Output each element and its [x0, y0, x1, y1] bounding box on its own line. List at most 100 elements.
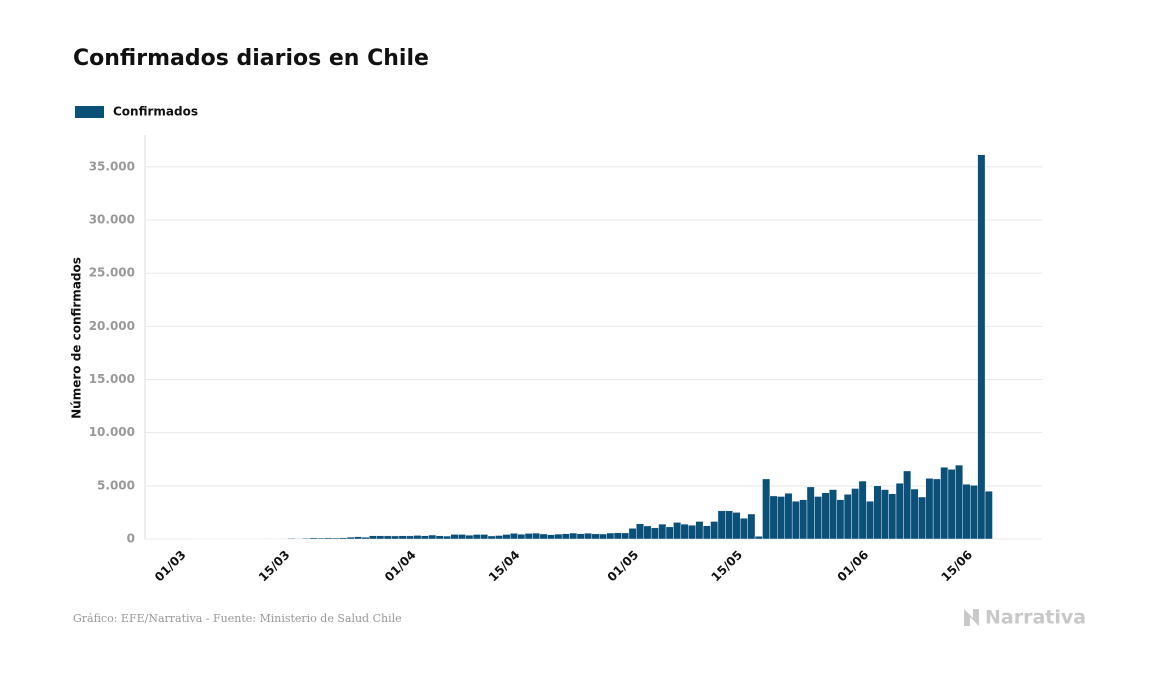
- bar: [814, 496, 823, 540]
- bar: [576, 533, 585, 540]
- bar: [591, 533, 600, 540]
- bar: [487, 535, 496, 540]
- bar: [918, 496, 926, 540]
- bar: [799, 499, 808, 540]
- y-tick-label: 25.000: [89, 266, 135, 280]
- bar: [317, 537, 325, 540]
- bar: [791, 501, 800, 540]
- y-tick-label: 0: [127, 532, 135, 546]
- bar: [858, 480, 867, 540]
- bar: [680, 523, 689, 540]
- bar: [524, 533, 533, 540]
- bar: [517, 534, 526, 540]
- bar: [554, 533, 563, 540]
- brand: Narrativa: [985, 607, 1086, 629]
- bar: [539, 533, 548, 540]
- bar: [621, 532, 630, 540]
- bar: [613, 532, 622, 540]
- bar: [450, 534, 459, 540]
- bar: [443, 535, 452, 540]
- bar: [880, 489, 889, 540]
- bar: [673, 522, 682, 540]
- bar: [532, 532, 541, 540]
- x-tick-label: 01/04: [382, 548, 419, 585]
- bar: [725, 510, 733, 540]
- bar: [762, 478, 771, 540]
- brand-logo: [964, 609, 979, 626]
- bar: [398, 535, 407, 540]
- bar: [821, 492, 830, 540]
- bar: [984, 490, 993, 540]
- y-tick-label: 35.000: [89, 159, 135, 173]
- bar: [836, 499, 845, 540]
- bar: [702, 525, 711, 540]
- bar: [547, 534, 555, 540]
- bar: [324, 537, 333, 540]
- bar: [369, 535, 377, 540]
- bar: [740, 518, 748, 540]
- bar: [665, 526, 674, 540]
- bar: [331, 537, 340, 540]
- y-axis-label: Número de confirmados: [70, 257, 84, 419]
- x-tick-label: 15/06: [939, 548, 976, 585]
- bar: [584, 532, 593, 540]
- bar: [658, 523, 667, 540]
- bar: [509, 533, 518, 540]
- y-tick-label: 15.000: [89, 372, 135, 386]
- bar: [962, 484, 971, 540]
- bar: [910, 488, 919, 540]
- bar: [955, 464, 964, 540]
- bar: [650, 527, 659, 540]
- bar: [940, 467, 949, 540]
- source: Gráfico: EFE/Narrativa - Fuente: Ministe…: [73, 612, 402, 625]
- bar: [895, 482, 904, 540]
- bar: [970, 485, 978, 540]
- bar: [606, 532, 615, 540]
- bar: [502, 534, 511, 540]
- bar: [717, 510, 726, 540]
- bar: [472, 534, 481, 540]
- x-tick-label: 15/03: [256, 548, 293, 585]
- y-tick-label: 5.000: [97, 478, 135, 492]
- x-tick-label: 15/04: [486, 548, 523, 585]
- bar: [769, 495, 778, 540]
- bar: [829, 489, 837, 540]
- legend-swatch: [75, 106, 104, 118]
- bar: [458, 534, 466, 540]
- bar: [391, 535, 400, 540]
- x-tick-label: 01/05: [605, 548, 642, 585]
- bar: [339, 537, 348, 540]
- bar: [413, 535, 422, 540]
- bar: [732, 512, 741, 540]
- x-tick-label: 15/05: [708, 548, 745, 585]
- y-tick-label: 30.000: [89, 213, 135, 227]
- bar: [354, 536, 362, 540]
- bar: [628, 528, 637, 540]
- bar: [925, 478, 934, 540]
- bar: [710, 521, 719, 540]
- chart-title: Confirmados diarios en Chile: [73, 46, 429, 71]
- bar: [903, 470, 912, 540]
- bar: [643, 525, 652, 540]
- x-tick-label: 01/03: [152, 548, 189, 585]
- bar: [851, 488, 860, 540]
- bar: [495, 535, 503, 540]
- bar: [947, 469, 956, 540]
- bar: [287, 538, 296, 540]
- bar: [346, 536, 355, 540]
- bar: [302, 538, 311, 540]
- bar: [465, 534, 474, 540]
- bar: [806, 486, 815, 540]
- bar: [636, 523, 644, 540]
- bar: [406, 535, 414, 540]
- bar: [784, 493, 793, 540]
- bar: [376, 535, 385, 540]
- bar: [309, 537, 318, 540]
- bar: [843, 494, 852, 540]
- y-tick-label: 10.000: [89, 425, 135, 439]
- bar: [747, 513, 756, 540]
- bar: [777, 496, 785, 540]
- bar: [866, 501, 874, 540]
